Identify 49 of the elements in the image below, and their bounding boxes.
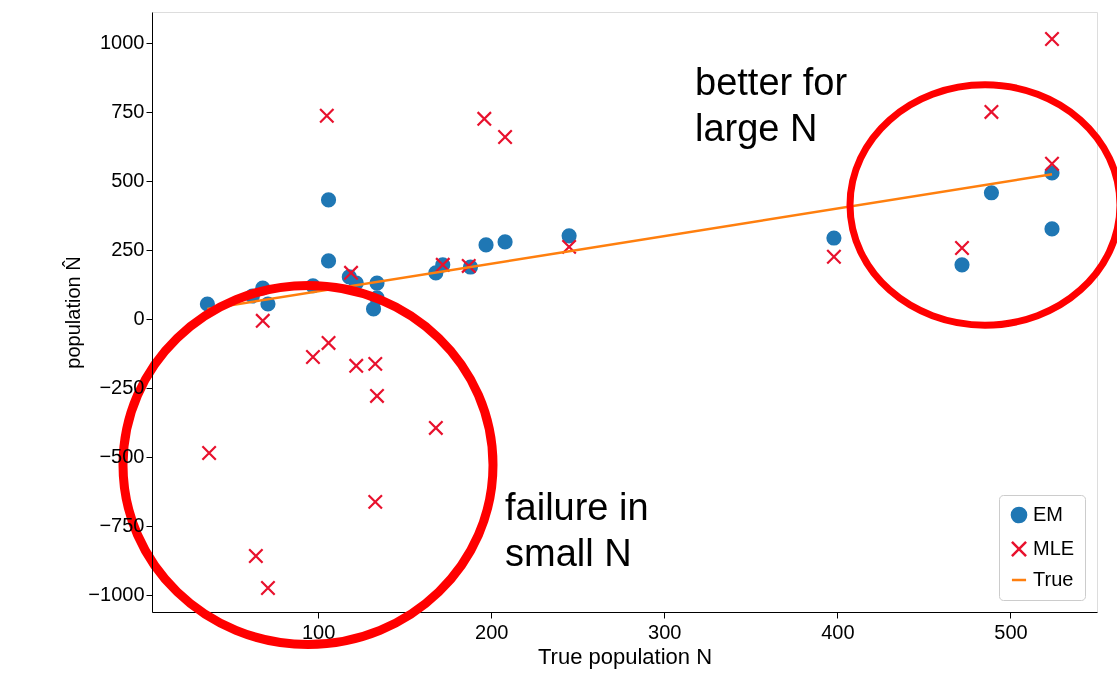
- point: [561, 239, 577, 255]
- y-tick-label: −1000: [88, 583, 145, 606]
- y-tick-label: 1000: [100, 31, 145, 54]
- point: [305, 349, 321, 365]
- x-tick-label: 500: [994, 620, 1028, 643]
- y-axis-title: population N̂: [62, 256, 85, 369]
- x-tick-label: 100: [301, 620, 336, 643]
- x-tick-label: 200: [475, 620, 509, 643]
- legend-label: EM: [1033, 503, 1063, 525]
- point: [320, 253, 337, 269]
- point: [201, 445, 217, 461]
- annotation: better for large N: [695, 61, 848, 149]
- point: [365, 301, 382, 317]
- point: [254, 313, 271, 329]
- point: [369, 388, 385, 404]
- point: [497, 234, 513, 250]
- x-axis-title: True population N: [537, 643, 713, 669]
- point: [343, 265, 359, 281]
- point: [367, 494, 384, 510]
- point: [320, 335, 337, 351]
- point: [1044, 221, 1060, 237]
- point: [826, 230, 842, 246]
- point: [320, 192, 337, 208]
- point: [954, 240, 970, 256]
- point: [1044, 155, 1060, 172]
- point: [428, 420, 444, 436]
- y-tick-label: 500: [111, 169, 145, 192]
- point: [983, 185, 1000, 201]
- point: [478, 237, 494, 253]
- point: [983, 104, 1000, 120]
- point: [1044, 31, 1060, 47]
- point: [348, 358, 365, 374]
- point: [476, 111, 493, 127]
- y-tick-label: 0: [133, 307, 145, 330]
- annotation: failure in small N: [505, 486, 649, 574]
- point: [367, 356, 384, 372]
- point: [248, 548, 264, 564]
- y-tick-label: 750: [111, 100, 145, 123]
- x-tick-label: 300: [648, 620, 682, 643]
- point: [561, 228, 577, 244]
- point: [954, 257, 970, 273]
- legend-label: True: [1033, 568, 1074, 590]
- x-tick-label: 400: [821, 620, 855, 643]
- point: [319, 107, 335, 124]
- y-tick-label: 250: [111, 238, 145, 261]
- legend-label: MLE: [1033, 537, 1075, 559]
- point: [497, 129, 513, 145]
- point: [260, 580, 276, 596]
- point: [826, 248, 842, 265]
